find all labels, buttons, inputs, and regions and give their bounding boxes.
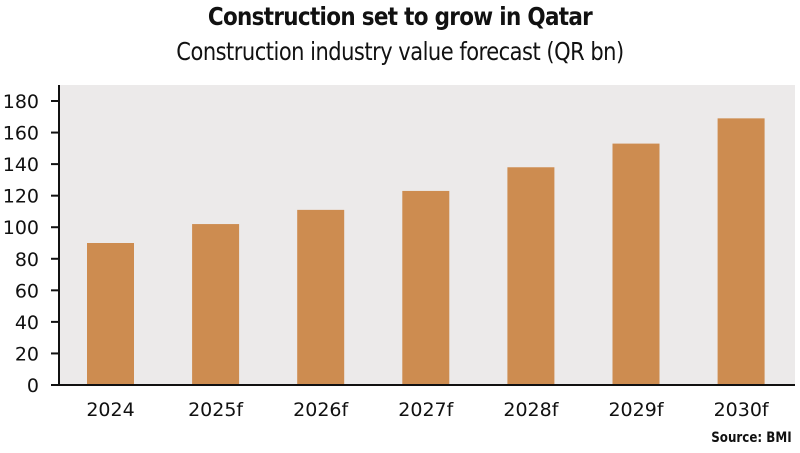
y-tick-label: 0 [27,375,39,397]
x-tick-label: 2028f [503,399,559,421]
y-tick-label: 140 [3,154,39,176]
bar-2027f [402,190,450,385]
x-tick-label: 2030f [714,399,770,421]
y-tick-label: 60 [15,280,39,302]
x-tick-label: 2024 [86,399,134,421]
bar-2028f [507,167,555,385]
x-tick-label: 2025f [188,399,244,421]
bar-2025f [192,224,240,385]
y-tick-label: 20 [15,343,39,365]
bars-group [87,118,765,385]
bar-2029f [612,143,660,385]
bar-2026f [297,209,345,385]
y-axis: 0 20 40 60 80 100 120 140 160 180 [3,85,60,397]
chart-title: Construction set to grow in Qatar [207,2,593,31]
y-tick-label: 180 [3,91,39,113]
y-tick-label: 120 [3,186,39,208]
y-tick-label: 80 [15,249,39,271]
y-tick-label: 40 [15,312,39,334]
bar-2024 [87,243,134,385]
source-note: Source: BMI [711,430,792,446]
y-tick-label: 100 [3,217,39,239]
x-tick-label: 2027f [398,399,454,421]
x-axis: 2024 2025f 2026f 2027f 2028f 2029f 2030f [51,384,795,421]
x-tick-label: 2026f [293,399,349,421]
bar-2030f [717,118,765,385]
x-tick-label: 2029f [608,399,664,421]
chart-subtitle: Construction industry value forecast (QR… [176,37,624,66]
y-tick-label: 160 [3,123,39,145]
